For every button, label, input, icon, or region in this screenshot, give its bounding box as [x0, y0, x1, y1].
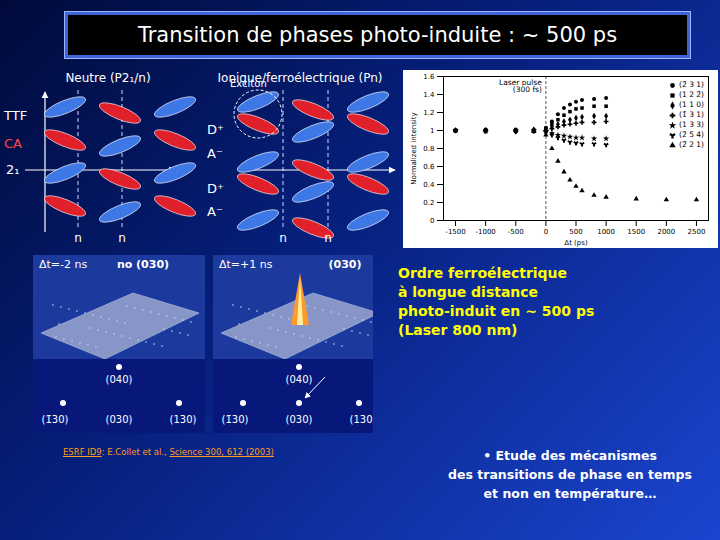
svg-text:-1500: -1500: [445, 228, 465, 236]
html-text:Transition de phases photo-ind: Transition de phases photo-induite : ~ 5…: [137, 23, 618, 47]
html-text:(2̄ 3 1): (2̄ 3 1): [679, 80, 704, 89]
html-text:• Etude des mécanismes: • Etude des mécanismes: [483, 448, 657, 463]
svg-text:(1̄30): (1̄30): [42, 414, 69, 425]
svg-text:D⁺: D⁺: [207, 181, 224, 196]
svg-text:n: n: [324, 231, 332, 245]
svg-text:0.4: 0.4: [423, 181, 435, 189]
svg-text:(040): (040): [286, 374, 313, 385]
svg-text:1.2: 1.2: [423, 109, 434, 117]
svg-text:TTF: TTF: [3, 108, 27, 123]
svg-text:Exciton: Exciton: [230, 78, 267, 89]
svg-text:(130): (130): [350, 414, 373, 425]
html-text:(2̄ 2 1): (2̄ 2 1): [679, 140, 704, 149]
svg-text:n: n: [118, 231, 126, 245]
svg-text:A⁻: A⁻: [207, 204, 223, 219]
html-text:Ordre ferroélectrique: Ordre ferroélectrique: [398, 265, 568, 281]
svg-text:Ionique/ferroélectrique (Pn): Ionique/ferroélectrique (Pn): [217, 71, 383, 85]
svg-text:0.2: 0.2: [423, 199, 434, 207]
svg-text:1: 1: [430, 127, 434, 135]
svg-text:2000: 2000: [657, 228, 675, 236]
svg-text:0: 0: [544, 228, 548, 236]
svg-text:2₁: 2₁: [6, 162, 19, 177]
svg-text:CA: CA: [4, 136, 22, 151]
svg-text:(040): (040): [106, 374, 133, 385]
svg-text:0: 0: [430, 217, 434, 225]
svg-text:A⁻: A⁻: [207, 146, 223, 161]
svg-text:500: 500: [569, 228, 582, 236]
html-text:(1̄ 3 1): (1̄ 3 1): [679, 110, 704, 119]
html-text:(1 1 0): (1 1 0): [679, 100, 704, 109]
html-text:des transitions de phase en te: des transitions de phase en temps: [448, 467, 692, 482]
svg-text:D⁺: D⁺: [207, 122, 224, 137]
svg-text:1.4: 1.4: [423, 91, 435, 99]
svg-text:-500: -500: [508, 228, 524, 236]
svg-text:(1̄30): (1̄30): [222, 414, 249, 425]
html-text:(Laser 800 nm): (Laser 800 nm): [398, 322, 518, 338]
svg-text:n: n: [74, 231, 82, 245]
svg-text:0.6: 0.6: [423, 163, 435, 171]
svg-text:Δt=-2 ns: Δt=-2 ns: [39, 258, 87, 271]
svg-text:(030): (030): [106, 414, 133, 425]
svg-text:Δt (ps): Δt (ps): [564, 239, 588, 247]
svg-text:1.6: 1.6: [423, 73, 435, 81]
svg-text:(130): (130): [170, 414, 197, 425]
html-text:et non en température…: et non en température…: [483, 486, 657, 501]
svg-text:(030): (030): [286, 414, 313, 425]
html-text:à longue distance: à longue distance: [398, 284, 539, 300]
svg-text:Normalized intensity: Normalized intensity: [410, 112, 418, 184]
svg-text:(030): (030): [328, 258, 361, 271]
svg-text:n: n: [279, 231, 287, 245]
svg-text:no (030): no (030): [117, 258, 169, 271]
html-text:(1 2 2̄): (1 2 2̄): [679, 90, 704, 99]
html-text:ESRF ID9: E.Collet et al., Sci: ESRF ID9: E.Collet et al., Science 300, …: [63, 447, 274, 457]
html-text:photo-induit en ~ 500 ps: photo-induit en ~ 500 ps: [398, 303, 595, 319]
svg-text:-1000: -1000: [475, 228, 495, 236]
svg-text:Δt=+1 ns: Δt=+1 ns: [219, 258, 273, 271]
svg-text:1500: 1500: [627, 228, 645, 236]
svg-text:0.8: 0.8: [423, 145, 434, 153]
html-text:(2̄ 5 4): (2̄ 5 4): [679, 130, 704, 139]
svg-text:1000: 1000: [597, 228, 615, 236]
svg-text:2500: 2500: [688, 228, 706, 236]
svg-text:Laser pulse(300 fs): Laser pulse(300 fs): [499, 78, 542, 95]
html-text:(1 3 3): (1 3 3): [679, 120, 704, 129]
svg-text:Neutre (P2₁/n): Neutre (P2₁/n): [65, 71, 150, 85]
